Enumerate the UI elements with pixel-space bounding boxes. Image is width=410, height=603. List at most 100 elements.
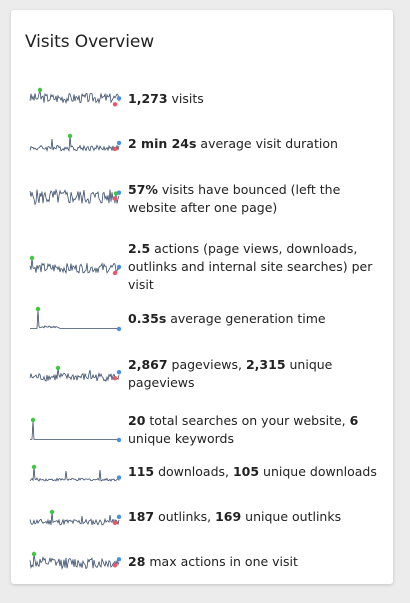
last-point-dot — [116, 475, 121, 480]
max-point-dot — [30, 417, 36, 423]
metric-row-bounce: 57% visits have bounced (left the websit… — [29, 181, 381, 217]
metric-text-avg-duration: 2 min 24s average visit duration — [128, 135, 338, 153]
metric-value: 28 — [128, 554, 146, 569]
sparkline-line — [29, 511, 120, 526]
sparkline-outlinks[interactable] — [29, 504, 121, 530]
metric-text-bounce: 57% visits have bounced (left the websit… — [128, 181, 381, 217]
sparkline-pageviews[interactable] — [29, 361, 121, 387]
sparkline-actions[interactable] — [29, 254, 121, 280]
last-point-dot — [116, 557, 121, 562]
metric-value: 1,273 — [128, 91, 168, 106]
metric-label: total searches on your website, — [145, 413, 350, 428]
sparkline-line — [29, 135, 120, 153]
sparkline-chart — [29, 255, 121, 276]
sparkline-avg-duration[interactable] — [29, 131, 121, 157]
sparkline-line — [30, 420, 119, 440]
sparkline-visits[interactable] — [29, 86, 121, 112]
max-point-dot — [67, 133, 73, 139]
min-point-dot — [112, 375, 118, 381]
metric-row-avg-duration: 2 min 24s average visit duration — [29, 131, 381, 157]
metric-value: 0.35s — [128, 311, 167, 326]
sparkline-chart — [29, 188, 121, 206]
metric-text-max-actions: 28 max actions in one visit — [128, 553, 298, 571]
last-point-dot — [116, 190, 121, 195]
sparkline-line — [29, 257, 120, 275]
metric-row-pageviews: 2,867 pageviews, 2,315 unique pageviews — [29, 356, 381, 392]
metric-text-visits: 1,273 visits — [128, 90, 204, 108]
max-point-dot — [55, 365, 61, 371]
sparkline-chart — [30, 306, 121, 332]
sparkline-line — [29, 466, 120, 482]
metric-label: unique downloads — [259, 464, 377, 479]
sparkline-chart — [29, 509, 121, 526]
sparkline-line — [29, 367, 120, 383]
metric-value: 2.5 — [128, 241, 151, 256]
min-point-dot — [112, 102, 118, 107]
metric-value: 105 — [232, 464, 260, 479]
visits-overview-widget: Visits Overview 1,273 visits 2 min 24s a… — [11, 10, 393, 584]
max-point-dot — [35, 306, 41, 312]
last-point-dot — [116, 369, 121, 375]
metric-text-outlinks: 187 outlinks, 169 unique outlinks — [128, 508, 341, 526]
metric-label: average visit duration — [196, 136, 338, 151]
max-point-dot — [31, 464, 37, 470]
metric-label: downloads, — [154, 464, 233, 479]
metric-value: 115 — [128, 464, 155, 479]
metric-row-visits: 1,273 visits — [29, 86, 381, 112]
sparkline-chart — [29, 464, 121, 482]
last-point-dot — [116, 514, 121, 520]
metric-label: pageviews, — [167, 357, 246, 372]
metric-label: visits — [167, 91, 204, 106]
max-point-dot — [29, 255, 35, 261]
metric-value: 57% — [128, 182, 158, 197]
metric-row-outlinks: 187 outlinks, 169 unique outlinks — [29, 504, 381, 530]
metric-text-pageviews: 2,867 pageviews, 2,315 unique pageviews — [128, 356, 381, 392]
metric-value: 187 — [128, 509, 155, 524]
sparkline-chart — [29, 365, 121, 383]
metric-label: actions (page views, downloads, outlinks… — [128, 241, 373, 292]
metric-value: 2,867 — [128, 357, 168, 372]
min-point-dot — [112, 563, 118, 568]
max-point-dot — [49, 509, 55, 515]
sparkline-chart — [30, 417, 121, 443]
metric-label: unique keywords — [128, 431, 234, 446]
metric-label: max actions in one visit — [145, 554, 298, 569]
metric-row-max-actions: 28 max actions in one visit — [29, 549, 381, 575]
metric-value: 20 — [128, 413, 146, 428]
max-point-dot — [31, 551, 37, 557]
sparkline-searches[interactable] — [29, 417, 121, 443]
metric-value: 2 min 24s — [128, 136, 197, 151]
sparkline-line — [29, 188, 120, 206]
metric-row-searches: 20 total searches on your website, 6 uni… — [29, 412, 381, 448]
metric-text-actions: 2.5 actions (page views, downloads, outl… — [128, 240, 381, 294]
metric-label: outlinks, — [154, 509, 216, 524]
sparkline-line — [29, 89, 120, 105]
min-point-dot — [112, 196, 118, 201]
sparkline-line — [29, 553, 120, 570]
metric-label: visits have bounced (left the website af… — [128, 182, 341, 215]
metric-label: unique outlinks — [241, 509, 342, 524]
sparkline-max-actions[interactable] — [29, 549, 121, 575]
metric-label: unique pageviews — [128, 357, 333, 390]
last-point-dot — [116, 326, 121, 332]
sparkline-chart — [29, 551, 121, 570]
metric-value: 169 — [215, 509, 242, 524]
metric-row-actions: 2.5 actions (page views, downloads, outl… — [29, 240, 381, 294]
metric-text-searches: 20 total searches on your website, 6 uni… — [128, 412, 381, 448]
min-point-dot — [112, 146, 118, 152]
last-point-dot — [116, 264, 121, 270]
metric-row-generation-time: 0.35s average generation time — [29, 306, 381, 332]
metric-text-downloads: 115 downloads, 105 unique downloads — [128, 463, 377, 481]
metric-value: 6 — [349, 413, 359, 428]
max-point-dot — [37, 87, 43, 93]
widget-title: Visits Overview — [25, 32, 155, 52]
sparkline-line — [30, 309, 119, 329]
last-point-dot — [116, 437, 121, 443]
last-point-dot — [116, 140, 121, 146]
metric-label: average generation time — [166, 311, 326, 326]
sparkline-downloads[interactable] — [29, 459, 121, 485]
min-point-dot — [112, 520, 118, 526]
sparkline-generation-time[interactable] — [29, 306, 121, 332]
sparkline-bounce[interactable] — [29, 186, 121, 212]
sparkline-chart — [29, 87, 121, 107]
